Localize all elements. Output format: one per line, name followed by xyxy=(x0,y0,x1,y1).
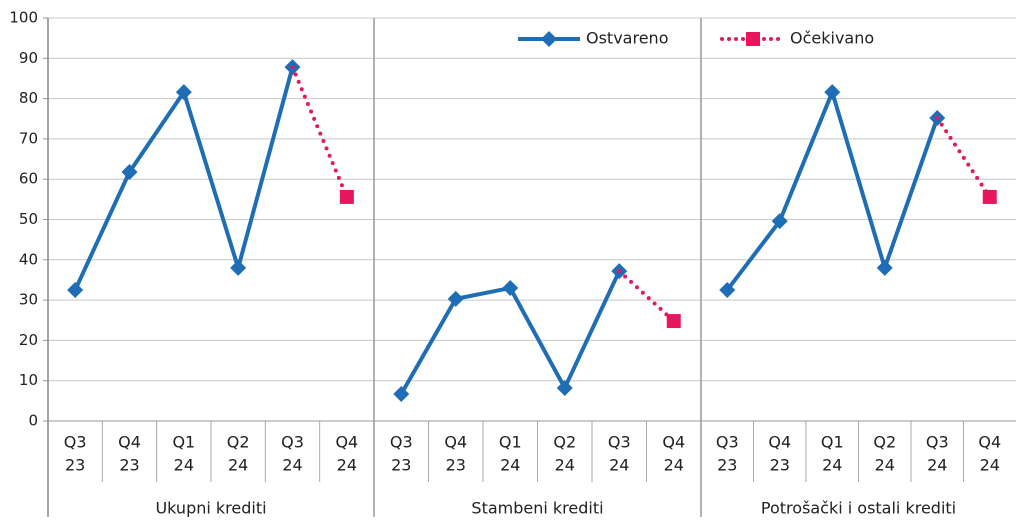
panel-label: Ukupni krediti xyxy=(155,499,266,518)
x-tick-label: Q2 xyxy=(553,433,576,452)
x-tick-label: Q4 xyxy=(444,433,467,452)
forecast-marker xyxy=(666,314,681,329)
x-tick-label: Q1 xyxy=(499,433,522,452)
x-tick-label: 23 xyxy=(391,456,411,475)
x-tick-label: 23 xyxy=(119,456,139,475)
y-tick-label: 0 xyxy=(28,412,38,430)
x-tick-label: Q4 xyxy=(662,433,685,452)
x-tick-label: 24 xyxy=(228,456,248,475)
line-series xyxy=(73,66,295,291)
x-tick-label: Q1 xyxy=(172,433,195,452)
point-marker xyxy=(393,385,410,402)
point-marker xyxy=(230,259,247,276)
point-marker xyxy=(121,163,138,180)
forecast-marker xyxy=(339,189,354,204)
legend-marker xyxy=(746,32,760,46)
x-tick-label: Q3 xyxy=(716,433,739,452)
panel-label: Potrošački i ostali krediti xyxy=(761,499,956,518)
x-tick-label: Q3 xyxy=(390,433,413,452)
y-tick-label: 60 xyxy=(19,170,38,188)
x-tick-label: Q1 xyxy=(821,433,844,452)
x-tick-label: Q4 xyxy=(978,433,1001,452)
x-tick-label: 23 xyxy=(717,456,737,475)
point-marker xyxy=(67,282,84,299)
legend-label: Očekivano xyxy=(790,29,874,48)
x-tick-label: 24 xyxy=(337,456,357,475)
point-marker xyxy=(502,280,519,297)
y-tick-label: 30 xyxy=(19,291,38,309)
panel-label: Stambeni krediti xyxy=(471,499,603,518)
y-tick-label: 100 xyxy=(9,9,38,27)
point-marker xyxy=(175,84,192,101)
x-tick-label: 24 xyxy=(500,456,520,475)
x-tick-label: Q3 xyxy=(64,433,87,452)
x-tick-label: 24 xyxy=(980,456,1000,475)
x-tick-label: Q2 xyxy=(227,433,250,452)
point-marker xyxy=(876,259,893,276)
x-tick-label: 24 xyxy=(555,456,575,475)
x-tick-label: 23 xyxy=(446,456,466,475)
x-tick-label: Q3 xyxy=(281,433,304,452)
x-tick-label: Q3 xyxy=(608,433,631,452)
x-tick-label: Q4 xyxy=(335,433,358,452)
point-marker xyxy=(556,379,573,396)
x-tick-label: Q4 xyxy=(768,433,791,452)
x-tick-label: Q3 xyxy=(926,433,949,452)
x-tick-label: 24 xyxy=(822,456,842,475)
legend-marker xyxy=(541,31,557,47)
x-tick-label: Q2 xyxy=(873,433,896,452)
x-tick-label: 23 xyxy=(770,456,790,475)
x-tick-label: 24 xyxy=(609,456,629,475)
forecast-connector xyxy=(617,269,676,324)
forecast-connector xyxy=(935,115,992,199)
point-marker xyxy=(824,84,841,101)
x-tick-label: 23 xyxy=(65,456,85,475)
x-tick-label: 24 xyxy=(927,456,947,475)
line-series xyxy=(725,90,940,292)
point-marker xyxy=(771,213,788,230)
x-tick-label: Q4 xyxy=(118,433,141,452)
point-marker xyxy=(719,282,736,299)
y-tick-label: 90 xyxy=(19,49,38,67)
x-tick-label: 24 xyxy=(282,456,302,475)
x-tick-label: 24 xyxy=(174,456,194,475)
x-tick-label: 24 xyxy=(664,456,684,475)
legend-label: Ostvareno xyxy=(586,29,668,48)
forecast-marker xyxy=(982,189,997,204)
y-tick-label: 10 xyxy=(19,371,38,389)
point-marker xyxy=(447,290,464,307)
y-tick-label: 70 xyxy=(19,129,38,147)
y-tick-label: 80 xyxy=(19,89,38,107)
x-tick-label: 24 xyxy=(875,456,895,475)
y-tick-label: 50 xyxy=(19,210,38,228)
y-tick-label: 20 xyxy=(19,331,38,349)
forecast-connector xyxy=(290,65,349,199)
y-tick-label: 40 xyxy=(19,250,38,268)
